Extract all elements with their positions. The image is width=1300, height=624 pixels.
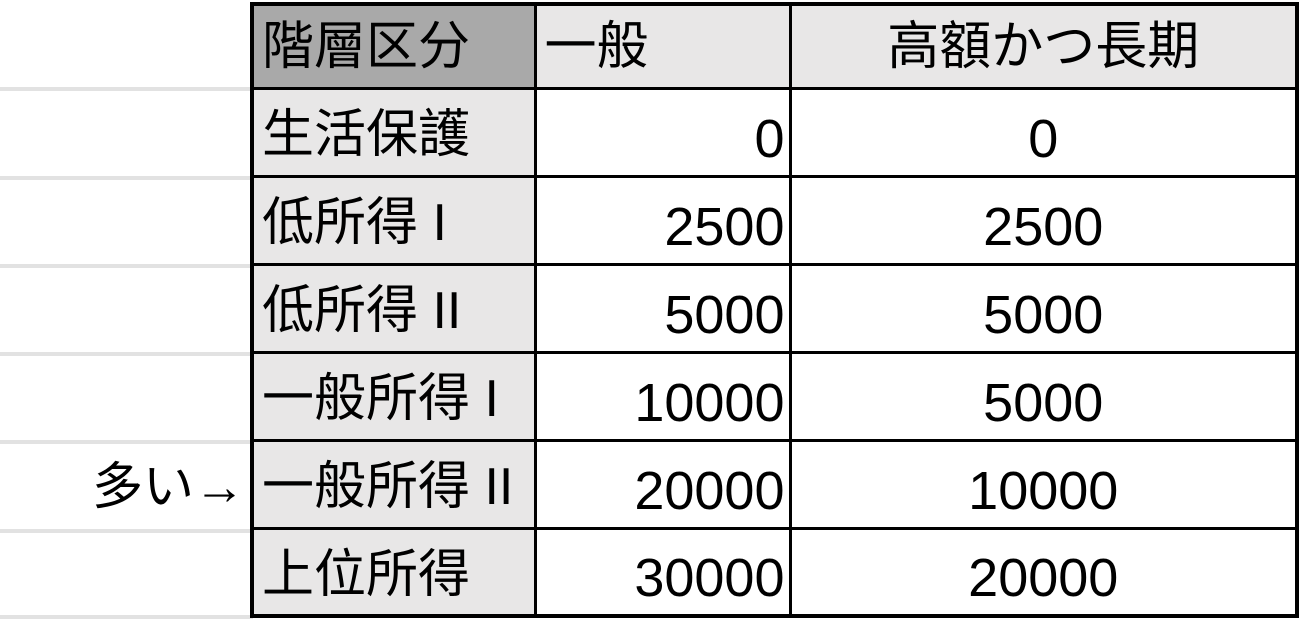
category-cell[interactable]: 生活保護 (250, 86, 537, 178)
expensive-long-term-value-cell[interactable]: 5000 (788, 350, 1299, 442)
sheet-gridline (0, 87, 253, 91)
general-value-cell[interactable]: 30000 (533, 526, 792, 618)
sheet-gridline (0, 615, 253, 619)
table-row: 上位所得 30000 20000 (250, 526, 1299, 618)
table-row: 一般所得 II 20000 10000 (250, 438, 1299, 530)
expensive-long-term-value-cell[interactable]: 10000 (788, 438, 1299, 530)
general-value-cell[interactable]: 0 (533, 86, 792, 178)
category-cell[interactable]: 低所得 II (250, 262, 537, 354)
general-value-cell[interactable]: 5000 (533, 262, 792, 354)
expensive-long-term-value-cell[interactable]: 5000 (788, 262, 1299, 354)
general-value-cell[interactable]: 10000 (533, 350, 792, 442)
sheet-gridline (0, 529, 253, 533)
sheet-gridline (0, 264, 253, 268)
table-row: 低所得 II 5000 5000 (250, 262, 1299, 354)
general-value-cell[interactable]: 20000 (533, 438, 792, 530)
row-quantity-annotation: 多い→ (91, 457, 245, 515)
expensive-long-term-value-cell[interactable]: 20000 (788, 526, 1299, 618)
category-cell[interactable]: 低所得 I (250, 174, 537, 266)
sheet-gridline (0, 176, 253, 180)
header-cell-expensive-long-term[interactable]: 高額かつ長期 (788, 2, 1299, 90)
table-row: 生活保護 0 0 (250, 86, 1299, 178)
expensive-long-term-value-cell[interactable]: 0 (788, 86, 1299, 178)
fee-cap-table: 階層区分 一般 高額かつ長期 生活保護 0 0 低所得 I 2500 2500 低所得 II… (250, 2, 1299, 618)
sheet-gridline (0, 440, 253, 444)
header-cell-category[interactable]: 階層区分 (250, 2, 537, 90)
header-cell-general[interactable]: 一般 (533, 2, 792, 90)
header-row: 階層区分 一般 高額かつ長期 (250, 2, 1299, 90)
category-cell[interactable]: 上位所得 (250, 526, 537, 618)
expensive-long-term-value-cell[interactable]: 2500 (788, 174, 1299, 266)
category-cell[interactable]: 一般所得 I (250, 350, 537, 442)
category-cell[interactable]: 一般所得 II (250, 438, 537, 530)
table-row: 低所得 I 2500 2500 (250, 174, 1299, 266)
sheet-gridline (0, 352, 253, 356)
general-value-cell[interactable]: 2500 (533, 174, 792, 266)
table-row: 一般所得 I 10000 5000 (250, 350, 1299, 442)
